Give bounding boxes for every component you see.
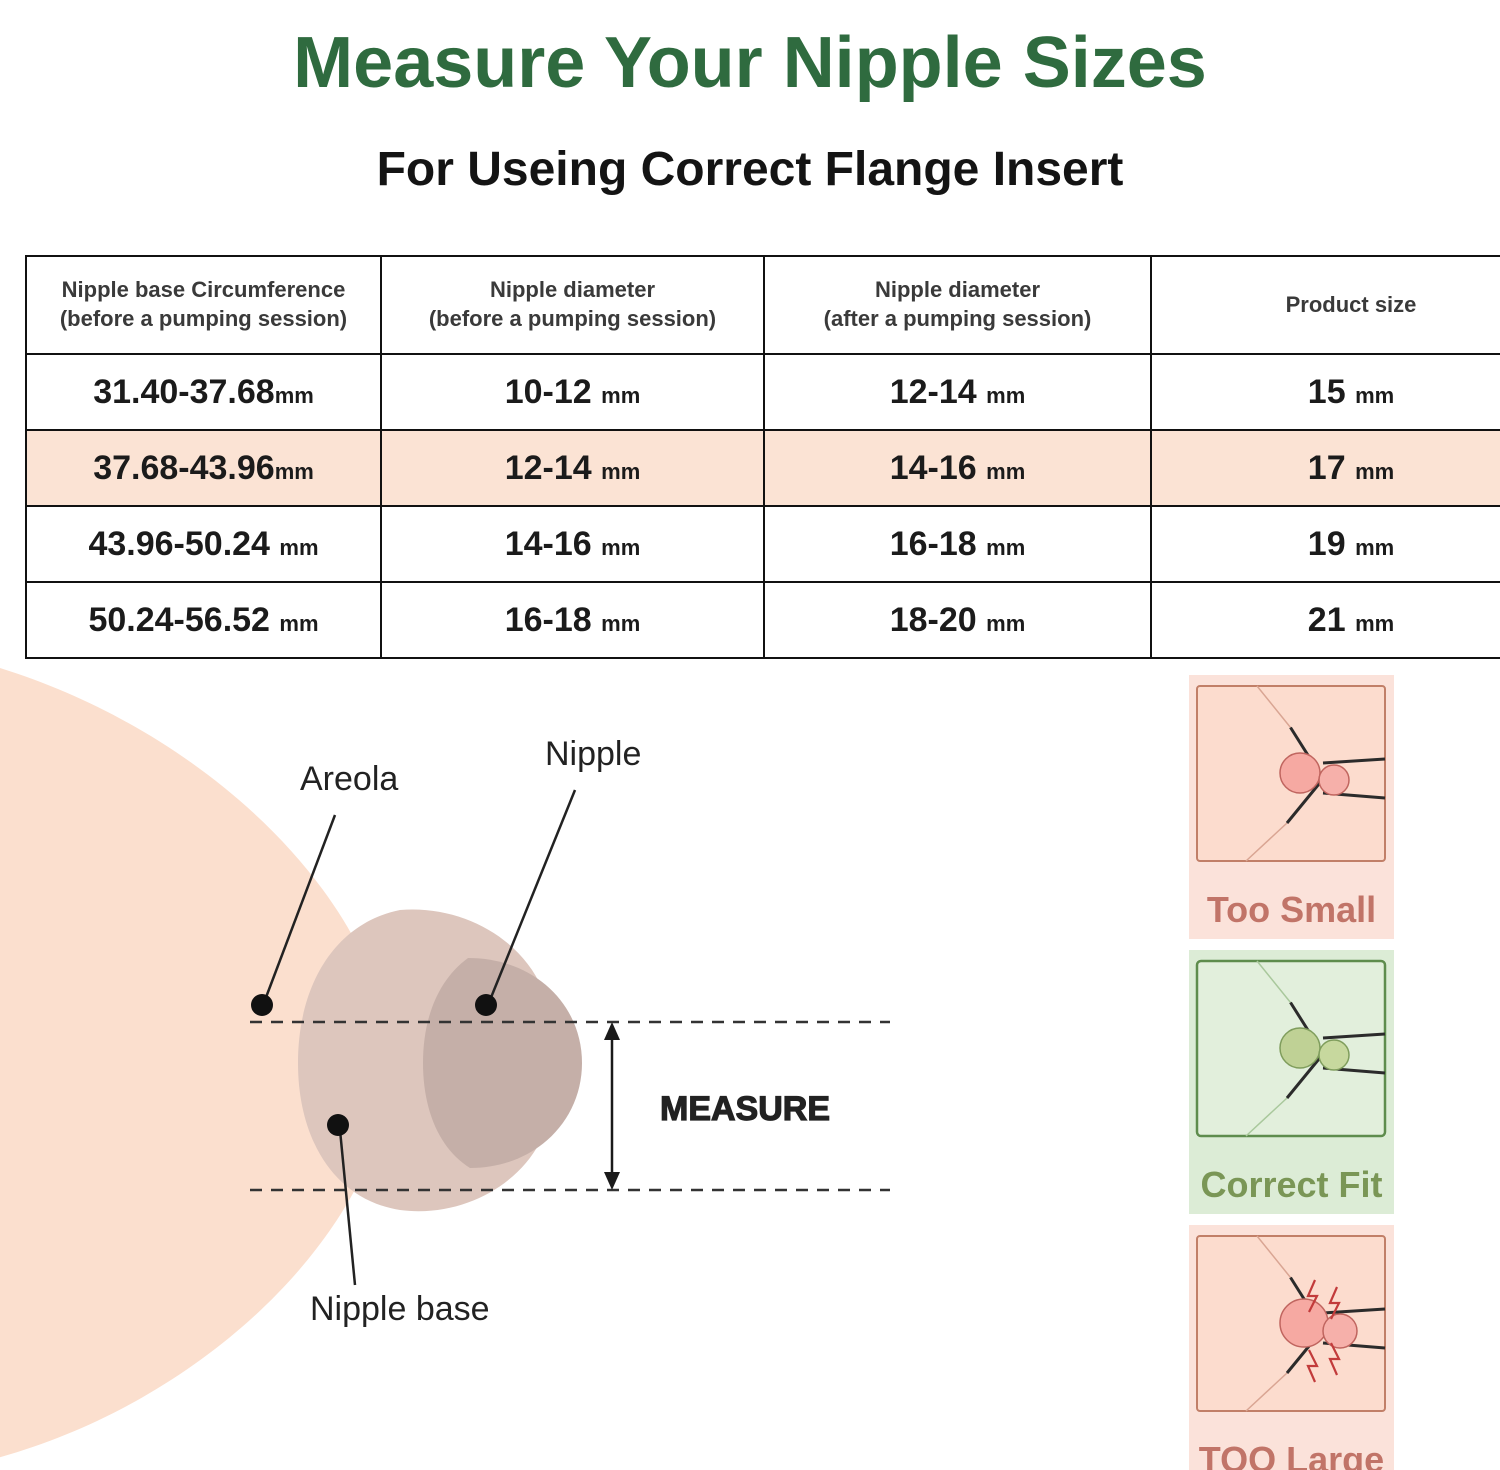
svg-text:MEASURE: MEASURE xyxy=(660,1090,830,1128)
svg-text:Nipple base: Nipple base xyxy=(310,1290,490,1328)
svg-text:Areola: Areola xyxy=(300,760,398,798)
svg-text:Nipple: Nipple xyxy=(545,735,641,773)
